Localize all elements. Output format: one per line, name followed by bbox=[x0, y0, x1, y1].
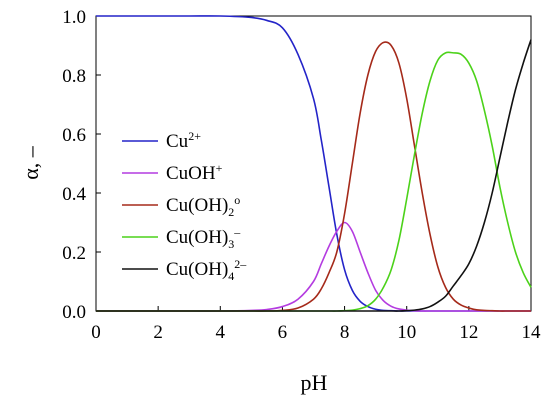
legend-label-base: Cu(OH) bbox=[166, 195, 228, 216]
series-line-3 bbox=[96, 51, 532, 312]
legend-entry: Cu(OH)3– bbox=[166, 225, 241, 251]
legend-label-subscript: 3 bbox=[228, 237, 234, 251]
legend-label-subscript: 4 bbox=[228, 269, 234, 283]
plot-border bbox=[95, 15, 532, 312]
x-axis-title: pH bbox=[301, 370, 328, 395]
y-axis-title: α, – bbox=[18, 145, 43, 180]
x-tick-label: 10 bbox=[397, 322, 416, 343]
legend-entry: CuOH+ bbox=[166, 161, 223, 184]
x-axis-ticks: 0 2 4 6 8 10 12 14 bbox=[91, 306, 541, 343]
x-tick-label: 6 bbox=[278, 322, 288, 343]
legend-label-subscript: 2 bbox=[228, 205, 234, 219]
series-line-4 bbox=[96, 39, 532, 312]
y-tick-label: 0.2 bbox=[62, 243, 86, 264]
y-tick-label: 0.0 bbox=[62, 302, 86, 323]
y-tick-label: 0.8 bbox=[62, 66, 86, 87]
series-lines bbox=[95, 15, 532, 312]
legend-label-base: Cu bbox=[166, 131, 189, 152]
legend-label-base: Cu(OH) bbox=[166, 227, 228, 248]
y-tick-label: 1.0 bbox=[62, 7, 86, 28]
legend-label-superscript: + bbox=[216, 161, 223, 175]
plot-frame bbox=[95, 15, 532, 312]
legend-entry: Cu(OH)42– bbox=[166, 257, 247, 283]
series-line-2 bbox=[96, 41, 531, 312]
x-tick-label: 12 bbox=[459, 322, 478, 343]
legend-label-base: Cu(OH) bbox=[166, 259, 228, 280]
y-tick-label: 0.4 bbox=[62, 184, 86, 205]
legend-label-superscript: o bbox=[234, 193, 240, 207]
legend-label-superscript: 2+ bbox=[188, 129, 201, 143]
x-tick-label: 2 bbox=[153, 322, 163, 343]
series-line-1 bbox=[96, 221, 531, 312]
x-tick-label: 4 bbox=[216, 322, 226, 343]
x-tick-label: 8 bbox=[340, 322, 350, 343]
legend-label-superscript: – bbox=[233, 225, 241, 239]
legend-label-base: CuOH bbox=[166, 163, 216, 184]
legend-entry: Cu(OH)2o bbox=[166, 193, 240, 219]
x-tick-label: 0 bbox=[91, 322, 101, 343]
legend-entry: Cu2+ bbox=[166, 129, 201, 152]
series-line-0 bbox=[95, 15, 531, 312]
x-tick-label: 14 bbox=[522, 322, 542, 343]
y-axis-ticks: 0.0 0.2 0.4 0.6 0.8 1.0 bbox=[62, 7, 101, 323]
y-tick-label: 0.6 bbox=[62, 125, 86, 146]
legend-label-superscript: 2– bbox=[234, 257, 247, 271]
